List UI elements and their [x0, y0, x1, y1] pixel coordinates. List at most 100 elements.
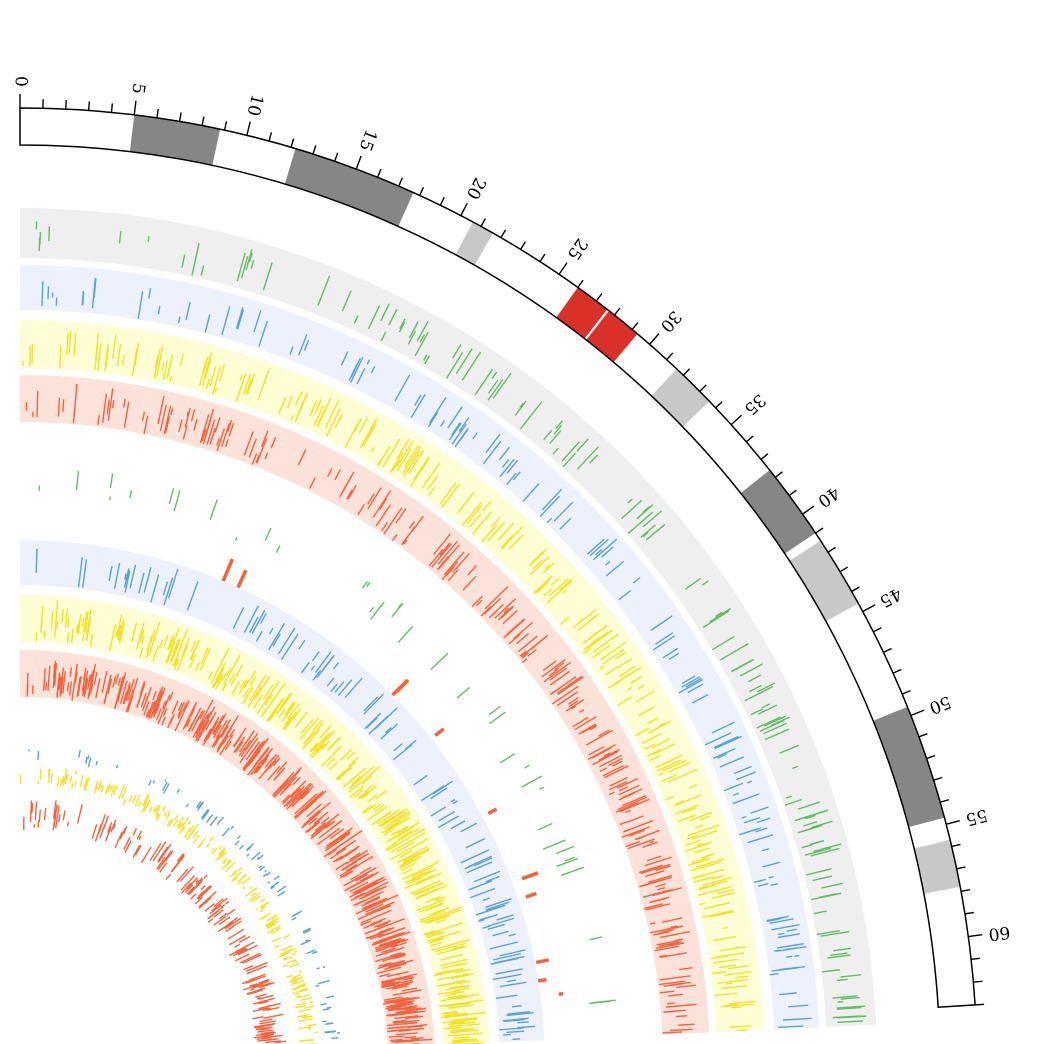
feature-mark — [101, 670, 108, 693]
feature-mark — [399, 849, 413, 858]
minor-tick — [815, 527, 824, 534]
feature-mark — [157, 846, 169, 862]
feature-mark — [147, 701, 154, 718]
feature-mark — [109, 473, 114, 489]
feature-mark — [249, 675, 257, 686]
feature-mark — [408, 521, 415, 529]
feature-mark — [291, 976, 304, 982]
feature-mark — [205, 719, 219, 741]
feature-mark — [380, 723, 398, 740]
feature-mark — [167, 716, 174, 729]
feature-mark — [741, 815, 747, 819]
feature-mark — [74, 780, 77, 787]
feature-mark — [810, 820, 833, 829]
feature-mark — [625, 809, 632, 814]
feature-mark — [131, 677, 139, 696]
feature-mark — [560, 866, 585, 876]
feature-mark — [375, 947, 387, 953]
feature-mark — [290, 787, 301, 799]
feature-mark — [194, 896, 204, 905]
feature-mark — [50, 773, 53, 783]
feature-mark — [56, 621, 59, 629]
minor-tick — [398, 177, 403, 187]
feature-mark — [340, 351, 349, 366]
feature-mark — [508, 534, 524, 550]
feature-mark — [445, 1026, 462, 1030]
feature-mark — [95, 678, 101, 699]
feature-mark — [371, 931, 411, 946]
track-background — [20, 265, 820, 1030]
feature-mark — [490, 516, 501, 528]
feature-mark — [306, 803, 322, 818]
feature-mark — [549, 670, 570, 686]
feature-mark — [419, 904, 432, 910]
feature-mark — [335, 770, 346, 780]
feature-mark — [89, 673, 93, 682]
feature-mark — [366, 805, 388, 821]
feature-mark — [315, 730, 336, 752]
feature-mark — [836, 978, 848, 982]
feature-mark — [195, 879, 199, 883]
minor-tick — [439, 196, 445, 206]
feature-mark — [98, 781, 102, 789]
feature-mark — [253, 997, 275, 1005]
feature-mark — [220, 422, 231, 448]
feature-mark — [536, 582, 549, 594]
feature-mark — [52, 800, 57, 819]
feature-mark — [289, 346, 294, 355]
feature-mark — [66, 617, 70, 628]
feature-mark — [768, 875, 774, 879]
feature-mark — [784, 798, 803, 806]
feature-mark — [402, 847, 430, 863]
feature-mark — [717, 979, 749, 984]
data-tracks — [19, 208, 877, 1044]
feature-mark — [617, 696, 632, 707]
feature-mark — [390, 1028, 409, 1032]
minor-tick — [827, 546, 836, 553]
feature-mark — [161, 716, 166, 726]
feature-mark — [366, 581, 371, 588]
feature-mark — [698, 886, 731, 896]
feature-mark — [235, 373, 247, 402]
feature-mark — [195, 801, 202, 809]
feature-mark — [143, 795, 150, 807]
feature-mark — [367, 487, 382, 510]
feature-mark — [709, 609, 729, 623]
feature-mark — [390, 812, 407, 824]
feature-mark — [302, 929, 311, 934]
feature-mark — [471, 595, 483, 608]
feature-mark — [617, 796, 648, 811]
feature-mark — [797, 801, 820, 810]
feature-mark — [588, 613, 599, 623]
feature-mark — [350, 873, 360, 881]
feature-mark — [209, 366, 217, 387]
feature-mark — [266, 698, 284, 722]
feature-mark — [300, 790, 311, 800]
feature-mark — [322, 966, 326, 969]
feature-mark — [188, 825, 195, 833]
feature-mark — [627, 838, 655, 850]
feature-mark — [229, 673, 235, 683]
feature-mark — [196, 719, 210, 742]
feature-mark — [360, 920, 372, 926]
feature-mark — [210, 648, 230, 684]
feature-mark — [345, 849, 369, 865]
feature-mark — [200, 885, 206, 891]
feature-mark — [681, 676, 701, 688]
feature-mark — [434, 727, 445, 737]
feature-mark — [265, 871, 271, 877]
minor-tick — [500, 229, 507, 239]
feature-mark — [184, 835, 188, 839]
feature-mark — [108, 565, 113, 581]
feature-mark — [386, 813, 411, 830]
feature-mark — [215, 851, 225, 862]
feature-mark — [209, 427, 216, 445]
feature-mark — [162, 360, 169, 381]
feature-mark — [74, 672, 78, 683]
feature-mark — [47, 768, 51, 783]
feature-mark — [365, 925, 386, 935]
feature-mark — [712, 901, 730, 908]
feature-mark — [642, 506, 650, 514]
feature-mark — [804, 814, 816, 820]
feature-mark — [837, 1006, 862, 1010]
